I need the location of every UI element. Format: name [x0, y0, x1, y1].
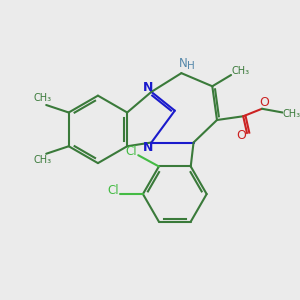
Text: O: O [259, 96, 269, 109]
Text: CH₃: CH₃ [283, 110, 300, 119]
Text: N: N [143, 81, 154, 94]
Text: CH₃: CH₃ [33, 93, 52, 103]
Text: O: O [236, 129, 246, 142]
Text: N: N [179, 57, 188, 70]
Text: Cl: Cl [125, 145, 136, 158]
Text: Cl: Cl [107, 184, 119, 197]
Text: CH₃: CH₃ [231, 66, 250, 76]
Text: N: N [143, 141, 154, 154]
Text: CH₃: CH₃ [33, 155, 52, 165]
Text: H: H [187, 61, 195, 70]
